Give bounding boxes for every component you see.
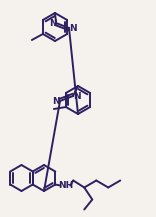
Text: NH: NH bbox=[58, 181, 73, 190]
Text: N: N bbox=[69, 24, 76, 33]
Text: N: N bbox=[52, 97, 60, 106]
Text: N: N bbox=[73, 92, 81, 101]
Text: N: N bbox=[49, 19, 56, 28]
